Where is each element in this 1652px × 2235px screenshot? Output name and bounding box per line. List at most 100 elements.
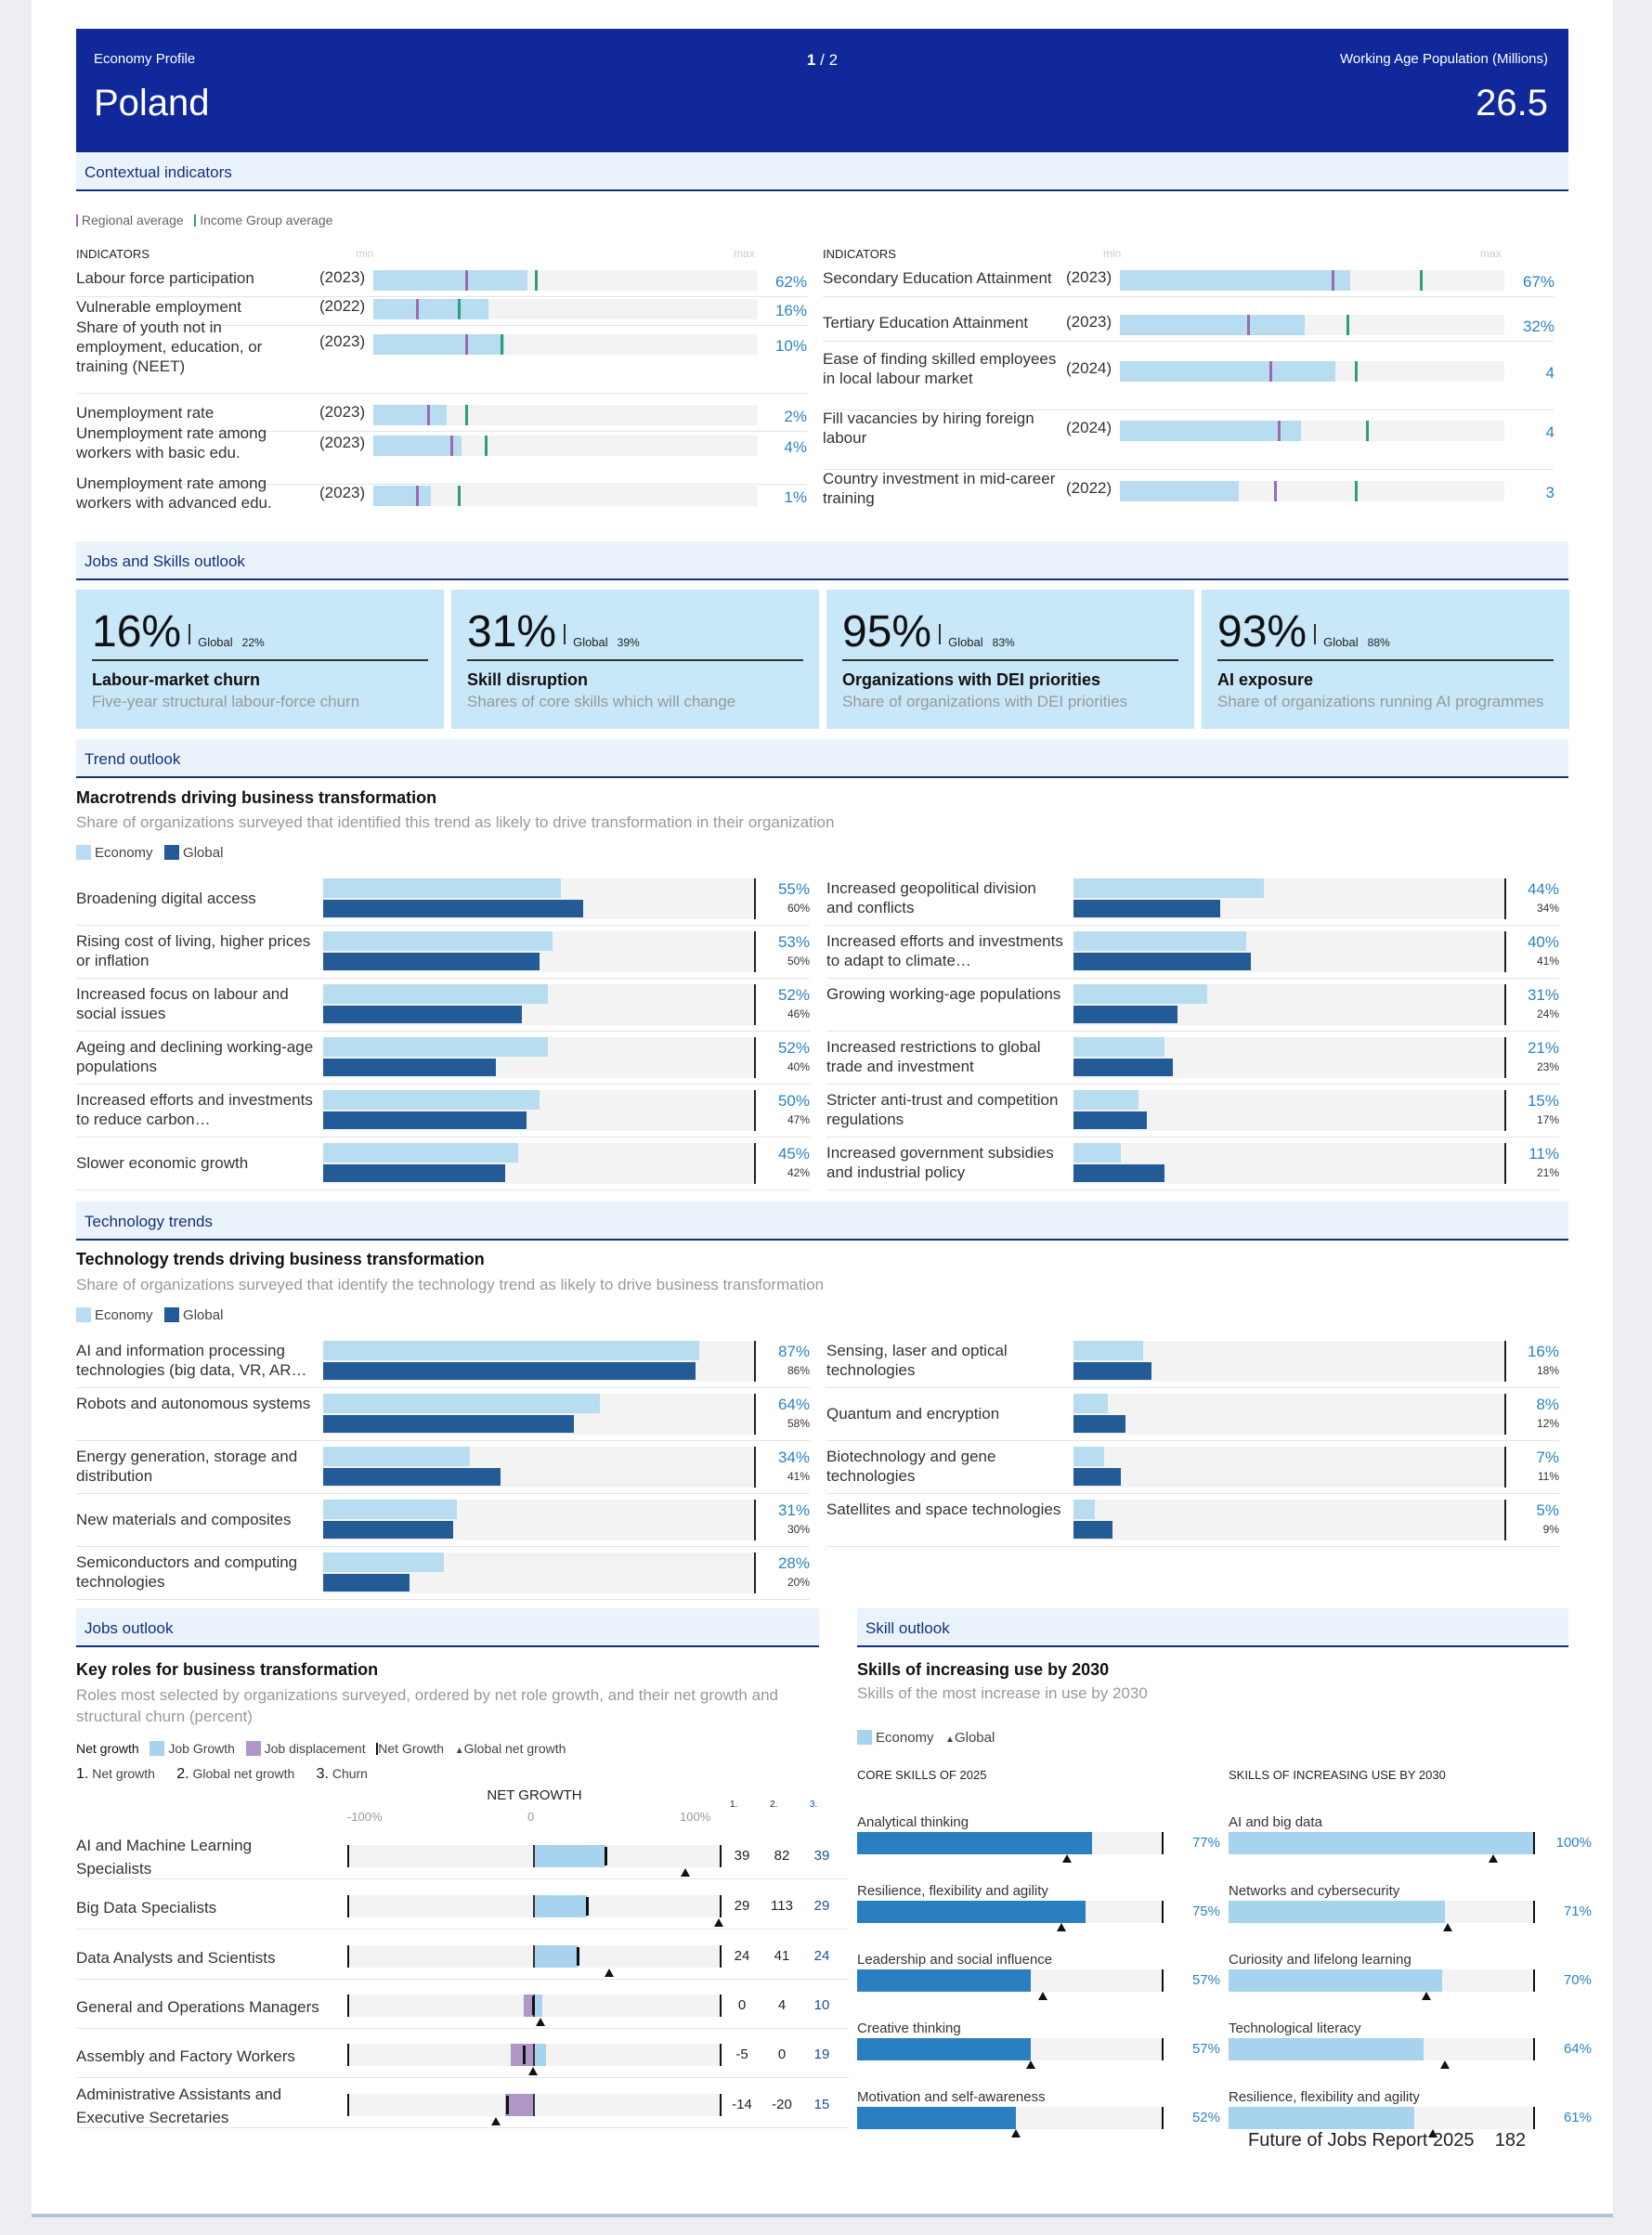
outlook-card: 31% Global 39% Skill disruption Shares of co… [451, 590, 819, 729]
trend-name: Rising cost of living, higher prices or … [76, 932, 311, 969]
bar-end-line [1504, 1394, 1506, 1435]
economy-value: 40% [1527, 933, 1559, 951]
zero-line [533, 1845, 535, 1867]
trend-name: Increased geopolitical division and conf… [826, 879, 1036, 916]
row-separator [826, 1440, 1559, 1441]
role-bar-track [347, 1995, 722, 2017]
global-bar [323, 1164, 505, 1182]
row-separator [76, 1929, 849, 1930]
bar-end-line [754, 1341, 756, 1382]
trend-name: Increased focus on labour and social iss… [76, 985, 289, 1022]
trend-bar-track [1073, 1143, 1506, 1184]
global-value: 41% [787, 1470, 810, 1483]
indicator-name: Vulnerable employment [76, 298, 241, 316]
economy-bar [1073, 1500, 1096, 1519]
max-label-left: max [734, 247, 755, 260]
income-average-marker [1354, 361, 1358, 382]
bar-end-line [754, 1394, 756, 1435]
trend-name: Sensing, laser and optical technologies [826, 1342, 1008, 1379]
global-net-growth-marker [714, 1918, 723, 1927]
global-net-growth-value: 0 [777, 2047, 787, 2062]
economy-value: 31% [777, 1501, 810, 1519]
global-bar [323, 1362, 696, 1380]
trend-bar-track [1073, 1090, 1506, 1131]
row-separator [826, 1546, 1559, 1547]
economy-bar [1073, 931, 1247, 951]
income-average-marker [485, 435, 488, 456]
bar-end-line [754, 1447, 756, 1488]
trend-name: Increased government subsidies and indus… [826, 1144, 1054, 1181]
global-marker [1062, 1854, 1073, 1863]
track-end-line [720, 1945, 722, 1968]
global-marker [1025, 2060, 1035, 2069]
trend-bar-track [323, 1037, 756, 1078]
skill-name: Curiosity and lifelong learning [1229, 1952, 1411, 1968]
economy-bar [323, 878, 562, 898]
income-average-marker [534, 270, 538, 291]
row-separator [76, 978, 810, 979]
indicator-bar-fill [373, 299, 489, 319]
global-marker [1038, 1992, 1048, 2000]
global-bar [1073, 900, 1221, 917]
indicator-year: (2024) [1066, 419, 1112, 436]
legend-job-growth: Job Growth [168, 1741, 235, 1756]
job-displacement-bar [511, 2044, 533, 2066]
row-separator [76, 2077, 849, 2078]
row-separator [76, 1084, 810, 1085]
page-separator: / [820, 51, 825, 69]
global-value: 58% [787, 1417, 810, 1430]
legend-job-displacement: Job displacement [264, 1741, 366, 1756]
global-value: 21% [1536, 1166, 1559, 1179]
card-value: 16% [92, 607, 182, 656]
global-triangle-icon: ▲ [945, 1735, 955, 1745]
regional-average-marker [1269, 361, 1273, 382]
role-name: Assembly and Factory Workers [76, 2047, 295, 2065]
global-bar [323, 1574, 410, 1592]
skill-name: Networks and cybersecurity [1229, 1883, 1400, 1899]
footer: Future of Jobs Report 2025 182 [1248, 2130, 1526, 2151]
global-bar [1073, 1362, 1151, 1380]
economy-bar [323, 1143, 518, 1163]
technology-legend: Economy Global [76, 1307, 223, 1323]
row-separator [76, 2028, 849, 2029]
economy-bar [323, 1500, 458, 1519]
trend-name: Quantum and encryption [826, 1405, 1000, 1423]
context-legend: Regional average Income Group average [76, 213, 332, 227]
skill-bar-track [857, 2038, 1164, 2060]
card-subtitle: Shares of core skills which will change [467, 693, 736, 710]
income-average-marker [458, 486, 462, 506]
legend-net-growth-marker: Net Growth [378, 1741, 445, 1756]
population-label: Working Age Population (Millions) [1340, 51, 1548, 67]
card-divider [939, 624, 942, 644]
global-swatch-icon [164, 1307, 180, 1322]
key-roles-subtitle: Roles most selected by organizations sur… [76, 1686, 778, 1725]
economy-value: 64% [777, 1396, 810, 1413]
role-name: AI and Machine Learning Specialists [76, 1837, 253, 1878]
global-marker [1427, 2129, 1437, 2138]
indicator-bar-fill [1120, 315, 1305, 335]
indicator-bar-fill [1120, 481, 1240, 501]
global-bar [323, 1111, 527, 1129]
global-bar [1073, 1468, 1122, 1486]
global-bar [323, 1006, 523, 1023]
card-value-line: 93% Global 88% [1217, 606, 1390, 657]
row-separator [76, 1493, 810, 1494]
trend-name: New materials and composites [76, 1511, 292, 1528]
indicator-value: 32% [1522, 318, 1554, 335]
indicator-year: (2022) [319, 297, 366, 315]
card-title: Organizations with DEI priorities [842, 670, 1101, 689]
skill-value: 75% [1191, 1904, 1220, 1919]
economy-value: 11% [1528, 1145, 1559, 1163]
indicator-year: (2023) [319, 484, 366, 501]
role-name: Data Analysts and Scientists [76, 1948, 276, 1967]
axis-min-label: -100% [347, 1810, 383, 1824]
skill-bar-track [1229, 1901, 1535, 1923]
net-growth-marker [523, 2046, 526, 2064]
card-value-line: 95% Global 83% [842, 606, 1015, 657]
bar-end-line [754, 1037, 756, 1078]
indicator-name: Unemployment rate among workers with bas… [76, 424, 267, 461]
track-start-line [347, 1845, 349, 1867]
economy-value: 8% [1536, 1396, 1559, 1413]
global-value: 12% [1536, 1417, 1559, 1430]
trend-bar-track [1073, 1500, 1506, 1540]
